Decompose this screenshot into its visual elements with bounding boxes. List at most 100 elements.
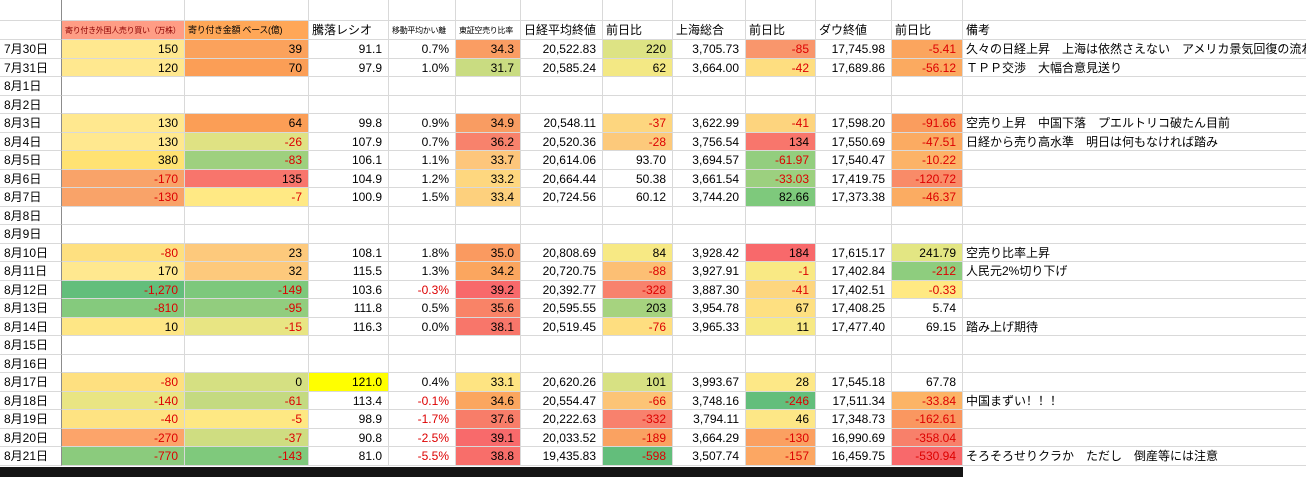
- value-cell[interactable]: [456, 206, 521, 225]
- remark-cell[interactable]: 中国まずい！！！: [963, 392, 1306, 410]
- remark-cell[interactable]: [963, 281, 1306, 299]
- date-cell[interactable]: 8月6日: [0, 169, 62, 188]
- value-cell[interactable]: 3,927.91: [673, 262, 746, 281]
- value-cell[interactable]: [62, 206, 185, 225]
- value-cell[interactable]: -80: [62, 373, 185, 392]
- nikkei-change-header[interactable]: 前日比: [603, 21, 673, 40]
- value-cell[interactable]: [746, 77, 816, 96]
- value-cell[interactable]: 1.0%: [389, 58, 456, 77]
- value-cell[interactable]: [309, 206, 389, 225]
- value-cell[interactable]: -10.22: [892, 151, 963, 170]
- remark-cell[interactable]: [963, 188, 1306, 207]
- value-cell[interactable]: [521, 95, 603, 114]
- value-cell[interactable]: 16,459.75: [816, 447, 892, 466]
- value-cell[interactable]: [389, 354, 456, 373]
- value-cell[interactable]: 0.7%: [389, 40, 456, 59]
- value-cell[interactable]: -1.7%: [389, 410, 456, 429]
- value-cell[interactable]: [62, 225, 185, 244]
- value-cell[interactable]: [309, 77, 389, 96]
- value-cell[interactable]: 69.15: [892, 317, 963, 336]
- value-cell[interactable]: -143: [185, 447, 309, 466]
- value-cell[interactable]: [456, 95, 521, 114]
- value-cell[interactable]: -5.5%: [389, 447, 456, 466]
- value-cell[interactable]: [816, 354, 892, 373]
- value-cell[interactable]: 203: [603, 299, 673, 318]
- value-cell[interactable]: -95: [185, 299, 309, 318]
- value-cell[interactable]: -40: [62, 410, 185, 429]
- date-cell[interactable]: 8月4日: [0, 132, 62, 151]
- value-cell[interactable]: [892, 95, 963, 114]
- value-cell[interactable]: 23: [185, 243, 309, 262]
- value-cell[interactable]: -0.33: [892, 280, 963, 299]
- value-cell[interactable]: -33.84: [892, 391, 963, 410]
- value-cell[interactable]: [185, 206, 309, 225]
- value-cell[interactable]: 17,550.69: [816, 132, 892, 151]
- value-cell[interactable]: [892, 354, 963, 373]
- value-cell[interactable]: -80: [62, 243, 185, 262]
- value-cell[interactable]: -37: [603, 114, 673, 133]
- date-cell[interactable]: 8月5日: [0, 151, 62, 170]
- short-ratio-header[interactable]: 東証空売り比率: [456, 21, 521, 40]
- value-cell[interactable]: 37.6: [456, 410, 521, 429]
- value-cell[interactable]: 3,748.16: [673, 391, 746, 410]
- value-cell[interactable]: 107.9: [309, 132, 389, 151]
- empty-cell[interactable]: [963, 0, 1306, 21]
- value-cell[interactable]: -810: [62, 299, 185, 318]
- remark-cell[interactable]: 空売り比率上昇: [963, 244, 1306, 262]
- value-cell[interactable]: -76: [603, 317, 673, 336]
- value-cell[interactable]: 3,664.29: [673, 428, 746, 447]
- value-cell[interactable]: 17,598.20: [816, 114, 892, 133]
- value-cell[interactable]: 3,993.67: [673, 373, 746, 392]
- value-cell[interactable]: 101: [603, 373, 673, 392]
- value-cell[interactable]: 111.8: [309, 299, 389, 318]
- value-cell[interactable]: 104.9: [309, 169, 389, 188]
- value-cell[interactable]: -130: [62, 188, 185, 207]
- value-cell[interactable]: [746, 206, 816, 225]
- value-cell[interactable]: 116.3: [309, 317, 389, 336]
- value-cell[interactable]: 19,435.83: [521, 447, 603, 466]
- shanghai-header[interactable]: 上海総合: [673, 21, 746, 40]
- value-cell[interactable]: -270: [62, 428, 185, 447]
- value-cell[interactable]: 170: [62, 262, 185, 281]
- value-cell[interactable]: [389, 206, 456, 225]
- value-cell[interactable]: [389, 225, 456, 244]
- date-cell[interactable]: 8月16日: [0, 354, 62, 373]
- value-cell[interactable]: 0.5%: [389, 299, 456, 318]
- value-cell[interactable]: 17,373.38: [816, 188, 892, 207]
- value-cell[interactable]: -1,270: [62, 280, 185, 299]
- remark-cell[interactable]: 久々の日経上昇 上海は依然さえない アメリカ景気回復の流れ: [963, 40, 1306, 59]
- value-cell[interactable]: 1.5%: [389, 188, 456, 207]
- open-amount-header[interactable]: 寄り付き金額 ベース(億): [185, 21, 309, 40]
- empty-cell[interactable]: [673, 0, 746, 21]
- value-cell[interactable]: [892, 206, 963, 225]
- remark-cell[interactable]: 踏み上げ期待: [963, 318, 1306, 336]
- value-cell[interactable]: [389, 95, 456, 114]
- value-cell[interactable]: 33.1: [456, 373, 521, 392]
- value-cell[interactable]: 3,507.74: [673, 447, 746, 466]
- empty-cell[interactable]: [185, 0, 309, 21]
- value-cell[interactable]: 0.9%: [389, 114, 456, 133]
- value-cell[interactable]: -46.37: [892, 188, 963, 207]
- value-cell[interactable]: 97.9: [309, 58, 389, 77]
- value-cell[interactable]: 0.7%: [389, 132, 456, 151]
- empty-cell[interactable]: [816, 0, 892, 21]
- value-cell[interactable]: 17,419.75: [816, 169, 892, 188]
- value-cell[interactable]: -85: [746, 40, 816, 59]
- empty-cell[interactable]: [456, 0, 521, 21]
- value-cell[interactable]: [185, 354, 309, 373]
- value-cell[interactable]: [816, 225, 892, 244]
- value-cell[interactable]: -212: [892, 262, 963, 281]
- value-cell[interactable]: [521, 225, 603, 244]
- value-cell[interactable]: 98.9: [309, 410, 389, 429]
- value-cell[interactable]: [521, 77, 603, 96]
- value-cell[interactable]: [185, 95, 309, 114]
- value-cell[interactable]: 130: [62, 114, 185, 133]
- value-cell[interactable]: 103.6: [309, 280, 389, 299]
- value-cell[interactable]: 82.66: [746, 188, 816, 207]
- empty-cell[interactable]: [892, 0, 963, 21]
- value-cell[interactable]: 64: [185, 114, 309, 133]
- value-cell[interactable]: 67: [746, 299, 816, 318]
- value-cell[interactable]: 20,808.69: [521, 243, 603, 262]
- value-cell[interactable]: [816, 77, 892, 96]
- value-cell[interactable]: 184: [746, 243, 816, 262]
